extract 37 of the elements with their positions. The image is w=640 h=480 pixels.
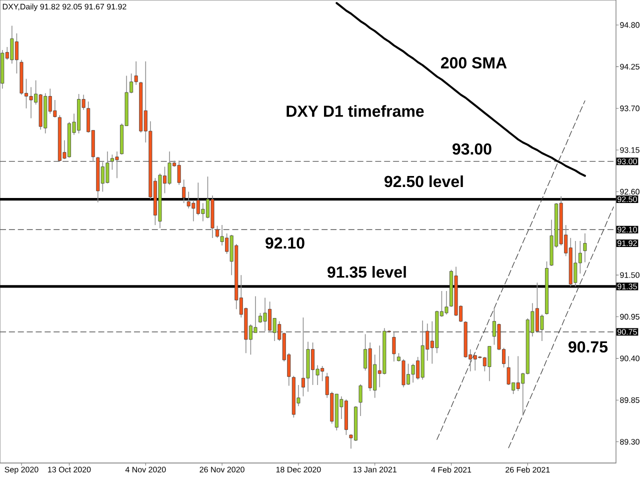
y-tick-label: 94.25 — [620, 64, 640, 70]
y-tick-label: 89.30 — [620, 438, 640, 445]
chart-title: DXY,Daily 91.82 92.05 91.67 91.92 — [2, 4, 126, 12]
y-tick-label: 93.70 — [620, 106, 640, 112]
ref-line-label: 92.10 — [618, 226, 637, 232]
y-tick-label: 93.15 — [620, 147, 640, 153]
annotation: 91.35 level — [328, 266, 406, 278]
ref-line-label: 93.00 — [618, 158, 637, 164]
ref-line-label: 90.75 — [618, 329, 637, 335]
y-tick-label: 90.95 — [620, 314, 640, 320]
candlestick — [358, 384, 362, 416]
x-tick-label: 4 Nov 2020 — [125, 466, 166, 472]
x-tick-label: 18 Dec 2020 — [276, 466, 321, 472]
annotation: 92.10 — [266, 237, 304, 249]
candlestick — [182, 179, 186, 204]
x-tick-label: 13 Oct 2020 — [48, 466, 91, 472]
annotation: 90.75 — [568, 341, 608, 353]
y-tick-label: 92.60 — [620, 188, 640, 195]
x-tick-label: 13 Jan 2021 — [353, 466, 396, 472]
y-tick-label: 89.85 — [620, 397, 640, 403]
x-tick-label: 26 Nov 2020 — [200, 466, 244, 472]
line-series — [508, 206, 614, 448]
ref-line-label: 91.35 — [618, 284, 637, 290]
ref-line-label: 92.50 — [618, 196, 637, 202]
annotation: DXY D1 timeframe — [286, 105, 424, 117]
series-label: 200 SMA — [440, 57, 507, 68]
y-tick-label: 94.80 — [620, 22, 640, 28]
candlestick — [583, 232, 587, 263]
x-tick-label: 4 Feb 2021 — [431, 466, 472, 473]
y-tick-label: 91.50 — [620, 272, 640, 278]
y-tick-label: 90.40 — [620, 356, 640, 362]
annotation: 93.00 — [452, 143, 492, 155]
x-tick-label: Sep 2020 — [4, 466, 38, 474]
annotation: 92.50 level — [384, 175, 463, 188]
candlestick — [392, 332, 396, 362]
x-tick-label: 26 Feb 2021 — [506, 466, 550, 473]
text: 91.92 — [618, 240, 637, 246]
